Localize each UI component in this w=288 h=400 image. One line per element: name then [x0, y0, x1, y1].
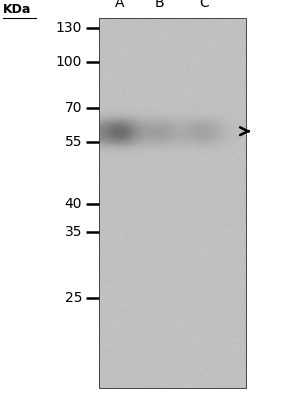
- Text: 130: 130: [56, 21, 82, 35]
- Text: A: A: [115, 0, 124, 10]
- Text: 100: 100: [56, 55, 82, 69]
- Text: 55: 55: [65, 135, 82, 149]
- Text: 40: 40: [65, 197, 82, 211]
- Text: 25: 25: [65, 291, 82, 305]
- Text: 70: 70: [65, 101, 82, 115]
- Text: B: B: [155, 0, 165, 10]
- Text: KDa: KDa: [3, 3, 31, 16]
- Bar: [99, 18, 246, 388]
- Text: C: C: [200, 0, 209, 10]
- Text: 35: 35: [65, 225, 82, 239]
